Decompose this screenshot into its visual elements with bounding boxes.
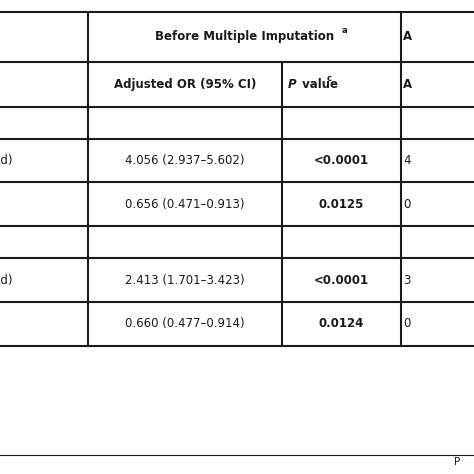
Text: 4.056 (2.937–5.602): 4.056 (2.937–5.602) <box>125 154 245 167</box>
Text: 0.0125: 0.0125 <box>319 198 364 211</box>
Text: 0: 0 <box>403 317 411 330</box>
Text: 3: 3 <box>403 273 411 287</box>
Text: 0.660 (0.477–0.914): 0.660 (0.477–0.914) <box>125 317 245 330</box>
Text: P: P <box>288 78 296 91</box>
Text: <0.0001: <0.0001 <box>314 154 369 167</box>
Text: c: c <box>327 74 332 83</box>
Text: 0: 0 <box>403 198 411 211</box>
Text: ed (vs satisfied): ed (vs satisfied) <box>0 273 13 287</box>
Text: A: A <box>403 78 412 91</box>
Text: a: a <box>341 26 347 35</box>
Text: Before Multiple Imputation: Before Multiple Imputation <box>155 30 334 43</box>
Text: 0.0124: 0.0124 <box>319 317 364 330</box>
Text: P: P <box>454 457 460 467</box>
Text: 0.656 (0.471–0.913): 0.656 (0.471–0.913) <box>125 198 245 211</box>
Text: A: A <box>403 30 412 43</box>
Text: value: value <box>298 78 338 91</box>
Text: <0.0001: <0.0001 <box>314 273 369 287</box>
Text: 2.413 (1.701–3.423): 2.413 (1.701–3.423) <box>125 273 245 287</box>
Text: ed (vs satisfied): ed (vs satisfied) <box>0 154 13 167</box>
Text: Adjusted OR (95% CI): Adjusted OR (95% CI) <box>114 78 256 91</box>
Text: 4: 4 <box>403 154 411 167</box>
